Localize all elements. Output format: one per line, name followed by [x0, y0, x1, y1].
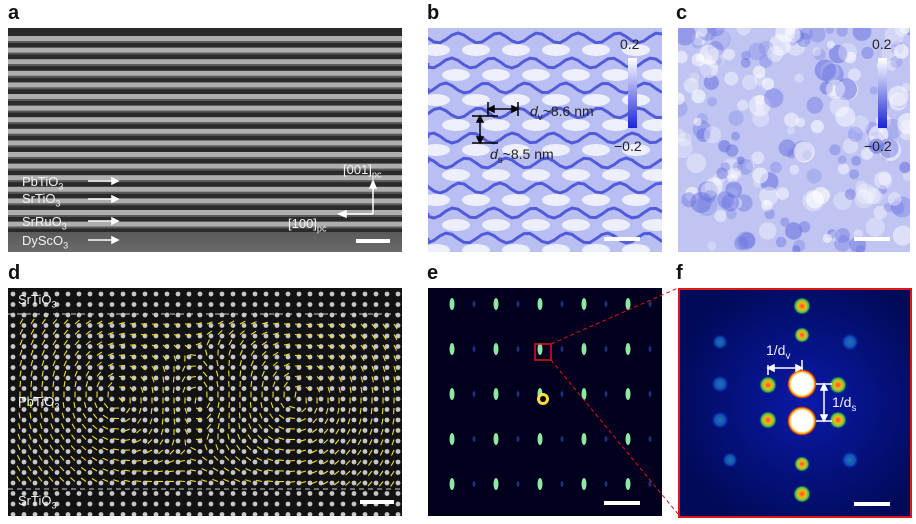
colorbar-b: [628, 58, 637, 128]
wavy-pattern-svg: [428, 28, 662, 252]
zoom-box: [534, 343, 552, 361]
stem-cross-section-image: PbTiO3 SrTiO3 SrRuO3 DyScO3 [001]pc [100…: [8, 28, 402, 252]
fft-zoom-svg: [680, 290, 910, 516]
inv-ds-label: 1/ds: [832, 394, 857, 414]
dv-label: dv~8.6 nm: [530, 103, 594, 123]
label-bottom-srtio3: SrTiO3: [18, 493, 57, 511]
label-pbtio3: PbTiO3: [22, 174, 64, 192]
colorbar-b-bottom: −0.2: [614, 138, 642, 154]
colorbar-c-top: 0.2: [872, 36, 892, 52]
scale-bar-e: [604, 501, 640, 505]
colorbar-c: [878, 58, 887, 128]
label-srtio3: SrTiO3: [22, 191, 61, 209]
stem-layers-svg: [8, 28, 402, 252]
vortex-map-b: 0.2 −0.2 dv~8.6 nm ds~8.5 nm: [428, 28, 662, 252]
mottled-pattern-svg: [678, 28, 910, 252]
polar-vector-map: SrTiO3 PbTiO3 SrTiO3: [8, 288, 402, 516]
scale-bar-a: [356, 239, 390, 243]
label-mid-pbtio3: PbTiO3: [18, 394, 60, 412]
colorbar-c-bottom: −0.2: [864, 138, 892, 154]
axis-label-001: [001]pc: [343, 162, 382, 180]
fft-pattern-e: [428, 288, 662, 516]
panel-letter-c: c: [676, 2, 688, 24]
label-srruo3: SrRuO3: [22, 214, 67, 232]
fft-zoom-f: 1/dv 1/ds: [678, 288, 912, 518]
scale-bar-c: [854, 237, 890, 241]
scale-bar-b: [604, 237, 640, 241]
panel-letter-b: b: [427, 2, 440, 24]
scale-bar-d: [360, 500, 394, 504]
panel-letter-f: f: [676, 262, 683, 284]
scale-bar-f: [854, 502, 890, 506]
fft-spots-svg: [428, 288, 662, 516]
vortex-map-c: 0.2 −0.2: [678, 28, 910, 252]
panel-letter-d: d: [8, 262, 21, 284]
layer-arrows: [88, 176, 378, 245]
colorbar-b-top: 0.2: [620, 36, 640, 52]
ds-label: ds~8.5 nm: [490, 146, 554, 166]
atom-vector-svg: [8, 288, 402, 516]
inv-dv-label: 1/dv: [766, 342, 791, 362]
panel-letter-a: a: [8, 2, 20, 24]
axis-label-100: [100]pc: [288, 216, 327, 234]
dimension-arrows-b: [472, 102, 520, 145]
panel-letter-e: e: [427, 262, 439, 284]
label-dysco3: DyScO3: [22, 233, 69, 251]
label-top-srtio3: SrTiO3: [18, 292, 57, 310]
